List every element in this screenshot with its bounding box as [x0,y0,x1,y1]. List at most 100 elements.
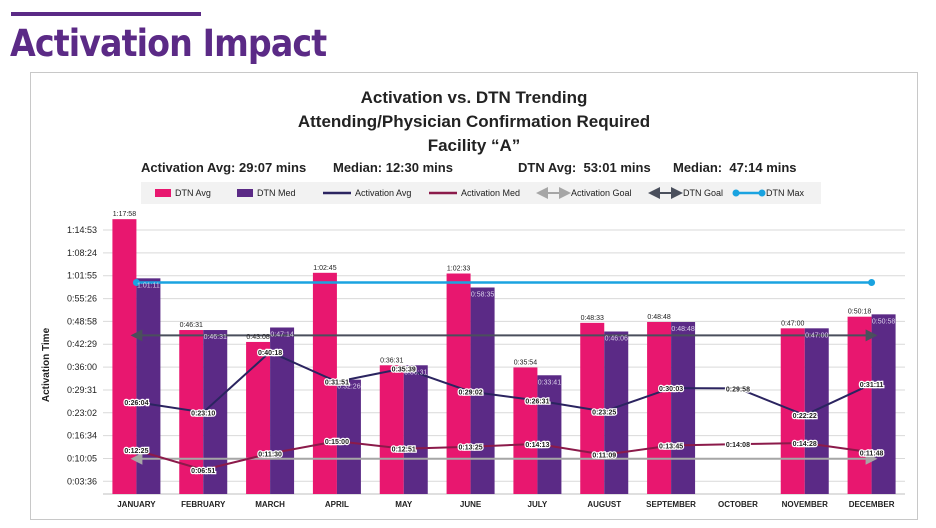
x-tick-label: OCTOBER [718,500,758,509]
legend-label: Activation Med [461,188,520,198]
label-activation-avg: 0:29:02 [459,390,483,397]
label-dtn-med: 0:46:06 [605,335,628,342]
y-tick-label: 0:23:02 [67,408,97,418]
label-activation-med: 0:12:25 [124,448,148,455]
label-dtn-avg: 0:50:18 [848,309,871,316]
bar-dtn-med [871,314,896,494]
label-dtn-med: 0:50:58 [872,318,895,325]
y-tick-label: 1:01:55 [67,271,97,281]
label-activation-avg: 0:31:51 [325,380,349,387]
bar-dtn-med [270,327,295,494]
legend-label: DTN Max [766,188,804,198]
label-activation-avg: 0:26:31 [525,399,549,406]
title-underline [11,12,201,16]
chart-title-line-3: Facility “A” [428,136,521,155]
x-tick-label: JANUARY [117,500,156,509]
label-dtn-med: 0:32:26 [337,384,360,391]
label-activation-avg: 0:29:58 [726,386,750,393]
label-activation-med: 0:15:00 [325,439,349,446]
x-tick-label: MAY [395,500,413,509]
label-activation-avg: 0:23:10 [191,410,215,417]
y-tick-label: 0:36:00 [67,362,97,372]
label-dtn-med: 0:58:35 [471,291,494,298]
label-activation-avg: 0:23:10 [191,410,215,417]
bar-dtn-med [537,375,562,494]
label-activation-med: 0:12:25 [124,448,148,455]
x-tick-label: MARCH [255,500,285,509]
label-activation-med: 0:14:08 [726,442,750,449]
label-activation-avg: 0:26:04 [124,400,148,407]
label-activation-avg: 0:30:03 [659,386,683,393]
label-activation-med: 0:12:51 [392,447,416,454]
legend: DTN Avg DTN Med Activation Avg Activation M… [155,187,804,199]
bar-dtn-med [671,321,696,494]
label-dtn-avg: 0:48:33 [581,315,604,322]
label-activation-med: 0:13:45 [659,444,683,451]
label-activation-med: 0:11:48 [860,450,884,457]
label-activation-med: 0:11:09 [592,453,616,460]
label-activation-avg: 0:23:25 [592,409,616,416]
label-activation-avg: 0:26:31 [525,399,549,406]
bar-dtn-med [136,278,161,494]
label-activation-med: 0:11:09 [592,453,616,460]
activation-med-line [136,440,872,471]
label-dtn-med: 0:33:41 [538,379,561,386]
dtn-max-point [132,279,140,286]
bar-dtn-avg [847,316,872,494]
x-tick-label: APRIL [325,500,349,509]
legend-label: DTN Avg [175,188,211,198]
legend-swatch [237,189,253,197]
label-dtn-med: 0:47:00 [805,332,828,339]
chart-title-line-2: Attending/Physician Confirmation Require… [298,112,650,131]
label-activation-avg: 0:23:25 [592,409,616,416]
activation-avg-line [136,350,873,417]
bar-dtn-avg [379,365,404,494]
label-activation-avg: 0:35:39 [392,366,416,373]
chart-frame: Activation vs. DTN Trending Attending/Ph… [30,72,918,520]
bar-dtn-avg [112,219,137,495]
label-activation-med: 0:11:30 [258,451,282,458]
label-dtn-med: 0:36:31 [404,369,427,376]
y-tick-label: 0:48:58 [67,316,97,326]
x-tick-label: JUNE [460,500,482,509]
label-activation-med: 0:14:13 [525,442,549,449]
stat-activation-avg: Activation Avg: 29:07 mins [141,160,306,175]
label-activation-med: 0:14:13 [525,442,549,449]
bar-dtn-med [604,331,629,494]
label-activation-avg: 0:31:11 [860,382,884,389]
label-activation-avg: 0:30:03 [659,386,683,393]
y-tick-label: 0:29:31 [67,385,97,395]
legend-label: DTN Goal [683,188,723,198]
legend-swatch-dot [732,189,740,197]
y-tick-label: 0:16:34 [67,431,97,441]
x-tick-label: SEPTEMBER [646,500,696,509]
label-activation-avg: 0:22:22 [793,413,817,420]
label-activation-med: 0:15:00 [325,439,349,446]
bar-dtn-med [804,328,829,494]
legend-swatch-dot [758,189,766,197]
label-dtn-avg: 0:48:48 [647,314,670,321]
bar-dtn-avg [246,341,271,494]
x-tick-label: NOVEMBER [782,500,828,509]
label-dtn-med: 0:48:48 [671,326,694,333]
label-activation-med: 0:06:51 [191,468,215,475]
bar-dtn-avg [513,367,538,494]
label-activation-avg: 0:22:22 [793,413,817,420]
legend-label: Activation Goal [571,188,632,198]
legend-label: DTN Med [257,188,296,198]
bar-dtn-med [336,379,361,494]
label-activation-med: 0:13:45 [659,444,683,451]
label-activation-avg: 0:31:51 [325,380,349,387]
label-activation-med: 0:14:28 [793,441,817,448]
y-tick-label: 0:55:26 [67,294,97,304]
label-activation-avg: 0:40:18 [258,350,282,357]
label-dtn-avg: 0:46:31 [180,322,203,329]
label-activation-med: 0:11:30 [258,451,282,458]
label-dtn-med: 0:46:31 [204,334,227,341]
label-dtn-avg: 1:02:33 [447,266,470,273]
y-tick-label: 0:42:29 [67,339,97,349]
y-axis-label: Activation Time [41,327,52,402]
y-tick-label: 1:14:53 [67,225,97,235]
bar-dtn-med [403,365,428,494]
legend-label: Activation Avg [355,188,411,198]
